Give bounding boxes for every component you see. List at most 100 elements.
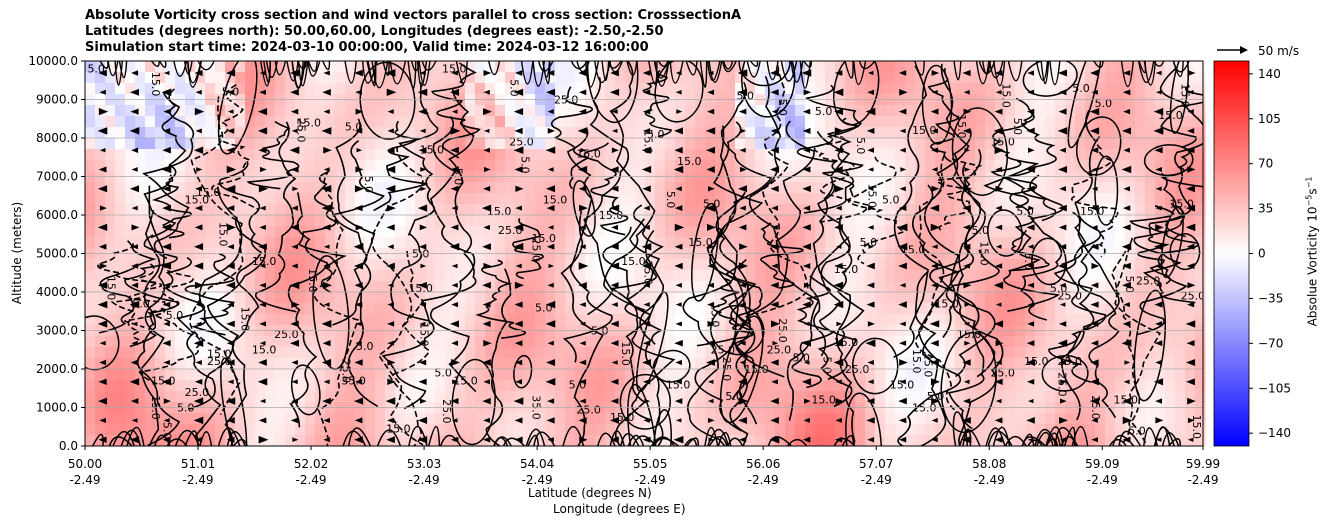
field-cell bbox=[405, 83, 416, 95]
field-cell bbox=[765, 182, 776, 194]
field-cell bbox=[475, 303, 486, 315]
field-cell bbox=[85, 314, 96, 326]
wind-vector bbox=[195, 321, 202, 327]
field-cell bbox=[505, 435, 516, 447]
field-cell bbox=[95, 72, 106, 84]
field-cell bbox=[785, 281, 796, 293]
field-cell bbox=[885, 182, 896, 194]
field-cell bbox=[285, 226, 296, 238]
field-cell bbox=[1085, 61, 1096, 73]
field-cell bbox=[1095, 413, 1106, 425]
field-cell bbox=[795, 380, 806, 392]
field-cell bbox=[545, 83, 556, 95]
wind-vector bbox=[962, 398, 971, 404]
contour-label: 25.0 bbox=[339, 359, 352, 384]
field-cell bbox=[575, 281, 586, 293]
field-cell bbox=[1165, 127, 1176, 139]
field-cell bbox=[1095, 336, 1106, 348]
wind-vector bbox=[195, 89, 202, 95]
field-cell bbox=[1175, 72, 1186, 84]
field-cell bbox=[245, 149, 256, 161]
field-cell bbox=[1095, 358, 1106, 370]
field-cell bbox=[1065, 237, 1076, 249]
field-cell bbox=[215, 72, 226, 84]
field-cell bbox=[445, 347, 456, 359]
field-cell bbox=[335, 358, 346, 370]
field-cell bbox=[415, 413, 426, 425]
field-cell bbox=[335, 193, 346, 205]
contour-loop bbox=[951, 107, 1009, 196]
field-cell bbox=[415, 204, 426, 216]
field-cell bbox=[345, 413, 356, 425]
field-cell bbox=[795, 336, 806, 348]
wind-vector bbox=[98, 166, 107, 173]
field-cell bbox=[205, 193, 216, 205]
wind-vector bbox=[451, 109, 458, 114]
field-cell bbox=[1175, 226, 1186, 238]
field-cell bbox=[1195, 281, 1206, 293]
field-cell bbox=[1175, 61, 1186, 73]
field-cell bbox=[245, 127, 256, 139]
field-cell bbox=[815, 303, 826, 315]
field-cell bbox=[1035, 281, 1046, 293]
field-cell bbox=[295, 182, 306, 194]
field-cell bbox=[715, 413, 726, 425]
field-cell bbox=[575, 116, 586, 128]
field-cell bbox=[1185, 116, 1196, 128]
field-cell bbox=[85, 237, 96, 249]
field-cell bbox=[275, 435, 286, 447]
field-cell bbox=[435, 237, 446, 249]
field-cell bbox=[435, 358, 446, 370]
field-cell bbox=[525, 303, 536, 315]
field-cell bbox=[285, 358, 296, 370]
field-cell bbox=[555, 413, 566, 425]
field-cell bbox=[535, 149, 546, 161]
field-cell bbox=[305, 160, 316, 172]
field-cell bbox=[175, 160, 186, 172]
wind-vector bbox=[323, 302, 330, 307]
field-cell bbox=[295, 215, 306, 227]
field-cell bbox=[105, 259, 116, 271]
field-cell bbox=[335, 292, 346, 304]
wind-vector bbox=[387, 417, 395, 424]
wind-vector bbox=[643, 282, 650, 288]
field-cell bbox=[445, 336, 456, 348]
field-cell bbox=[975, 292, 986, 304]
field-cell bbox=[615, 336, 626, 348]
contour-label: 5.0 bbox=[356, 340, 374, 353]
field-cell bbox=[915, 336, 926, 348]
field-cell bbox=[945, 413, 956, 425]
field-cell bbox=[1025, 72, 1036, 84]
field-cell bbox=[125, 380, 136, 392]
wind-vector bbox=[899, 88, 908, 96]
field-cell bbox=[335, 391, 346, 403]
field-cell bbox=[395, 127, 406, 139]
field-cell bbox=[265, 292, 276, 304]
wind-vector bbox=[353, 397, 364, 405]
upper-contour bbox=[197, 61, 215, 71]
field-cell bbox=[925, 303, 936, 315]
field-cell bbox=[335, 237, 346, 249]
field-cell bbox=[685, 127, 696, 139]
field-cell bbox=[545, 424, 556, 436]
field-cell bbox=[525, 237, 536, 249]
field-cell bbox=[1155, 303, 1166, 315]
field-cell bbox=[1175, 138, 1186, 150]
field-cell bbox=[985, 72, 996, 84]
field-cell bbox=[555, 358, 566, 370]
field-cell bbox=[685, 149, 696, 161]
field-cell bbox=[755, 72, 766, 84]
field-cell bbox=[695, 116, 706, 128]
field-cell bbox=[1135, 149, 1146, 161]
field-cell bbox=[935, 204, 946, 216]
wind-vector bbox=[1155, 70, 1162, 76]
field-cell bbox=[425, 204, 436, 216]
field-cell bbox=[1195, 435, 1206, 447]
field-cell bbox=[505, 347, 516, 359]
wind-vector bbox=[868, 244, 875, 249]
wind-vector bbox=[897, 223, 908, 232]
field-cell bbox=[885, 138, 896, 150]
field-cell bbox=[875, 270, 886, 282]
field-cell bbox=[775, 215, 786, 227]
wind-vector bbox=[1090, 359, 1099, 366]
